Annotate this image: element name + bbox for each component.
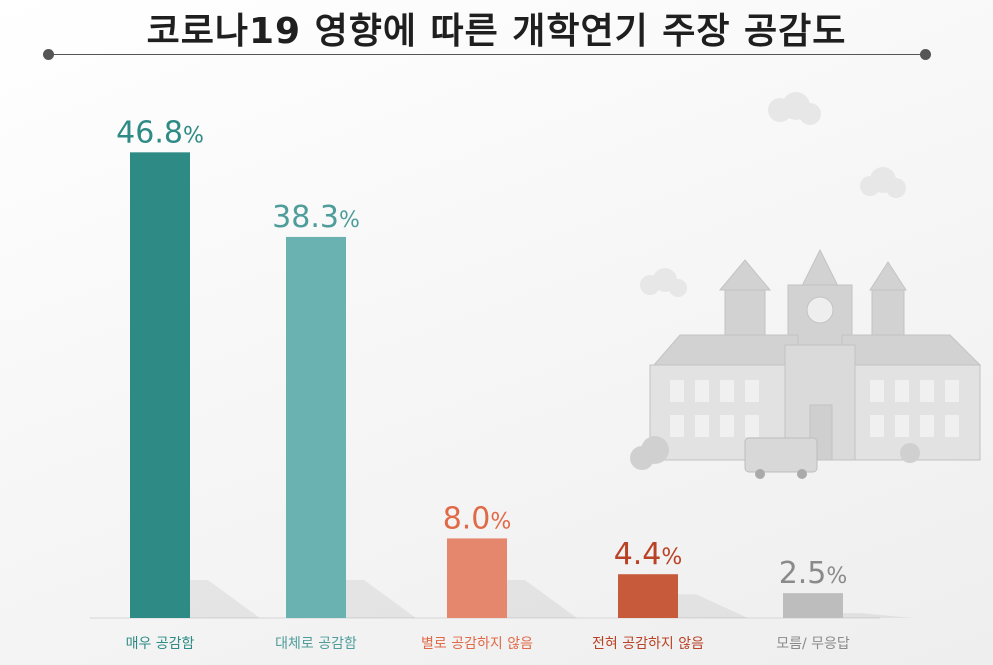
bar-shadow (190, 580, 260, 618)
bar (447, 538, 507, 618)
category-label: 별로 공감하지 않음 (421, 636, 533, 652)
chart-title: 코로나19 영향에 따른 개학연기 주장 공감도 (146, 11, 847, 52)
bar-shadow (843, 613, 913, 618)
bar-shadow (507, 580, 577, 618)
data-label: 4.4% (614, 537, 683, 572)
category-label: 전혀 공감하지 않음 (592, 636, 704, 652)
bar (783, 593, 843, 618)
data-label: 2.5% (779, 556, 848, 591)
divider-dot-right (920, 49, 931, 60)
bar (130, 152, 190, 618)
divider-dot-left (43, 49, 54, 60)
data-label: 38.3% (272, 200, 360, 235)
bar (286, 236, 346, 619)
school-illustration (630, 92, 982, 479)
category-label: 모름/ 무응답 (776, 636, 850, 652)
bar-shadow (678, 594, 748, 618)
title-divider (48, 54, 928, 55)
bar-shadow (346, 580, 416, 618)
bar (618, 574, 678, 618)
data-label: 46.8% (116, 115, 204, 150)
category-label: 대체로 공감함 (275, 636, 357, 652)
category-label: 매우 공감함 (126, 636, 195, 652)
data-label: 8.0% (443, 501, 512, 536)
